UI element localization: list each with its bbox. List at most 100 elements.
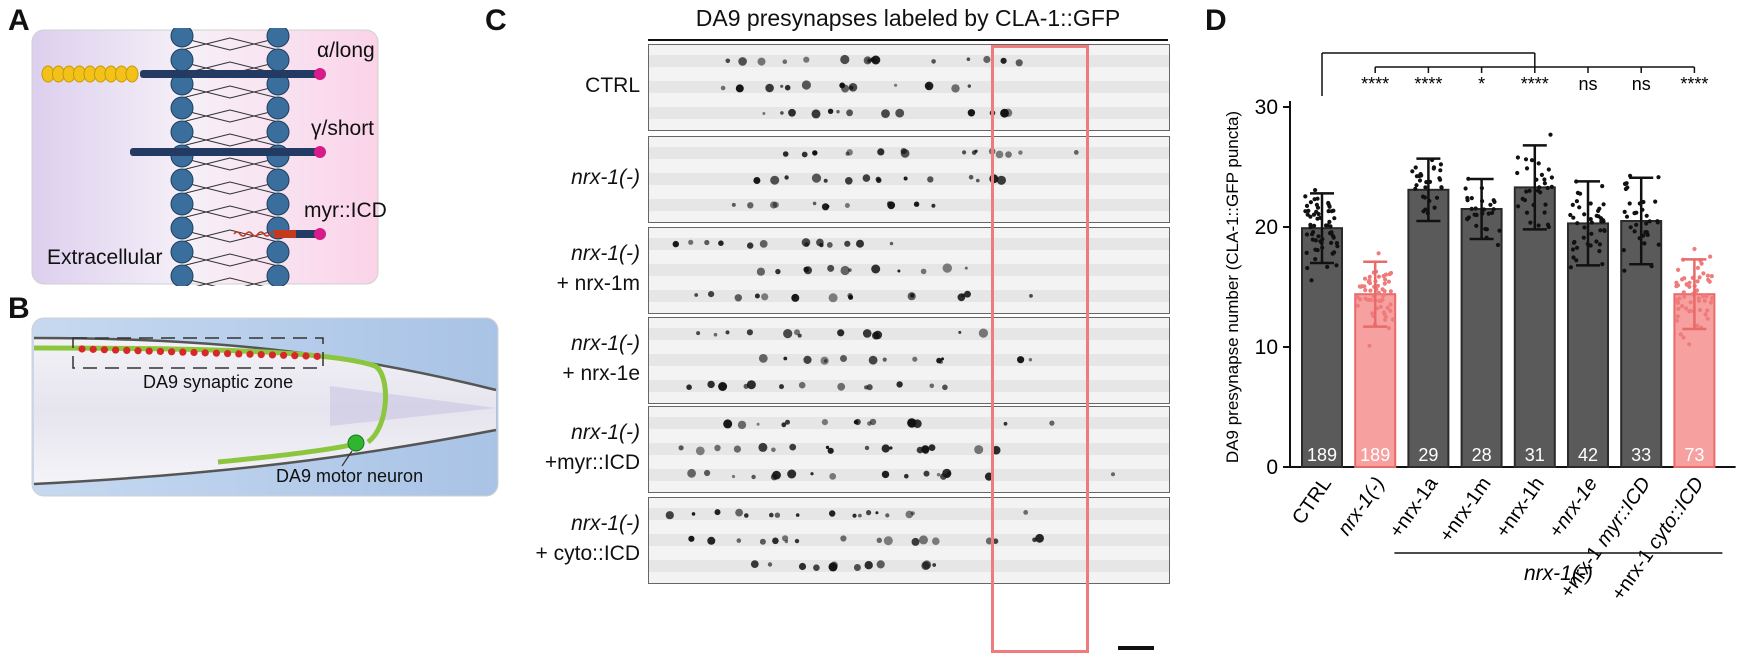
punctum [845,177,853,185]
punctum [804,266,812,275]
data-point [1355,303,1360,308]
punctum [853,564,861,571]
data-point [1710,296,1715,301]
punctum [889,446,893,450]
data-point [1375,283,1380,288]
data-point [1486,211,1491,216]
puncta-image [649,417,1169,481]
punctum [828,293,838,303]
data-point [1656,242,1661,247]
punctum [718,240,724,246]
punctum [866,384,873,391]
punctum [823,178,828,183]
punctum [894,83,898,87]
row-label: nrx-1(-) +myr::ICD [490,418,640,478]
data-point [1549,175,1554,180]
data-point [1423,207,1428,212]
punctum [816,238,824,247]
punctum [780,84,784,88]
data-point [1310,232,1315,237]
punctum [1000,57,1007,64]
data-point [1386,279,1391,284]
punctum [757,57,766,66]
data-point [1431,165,1437,170]
row-label: nrx-1(-) + cyto::ICD [490,509,640,569]
punctum [939,359,944,364]
data-point [1363,288,1368,293]
data-point [1481,207,1486,212]
punctum [929,383,935,389]
data-point [1492,199,1497,204]
data-point [1628,225,1633,230]
panel-c-letter: C [485,4,507,37]
row-label-line2: + nrx-1m [556,272,640,295]
punctum [731,202,736,207]
punctum [974,445,984,455]
punctum [921,561,930,570]
punctum [686,384,692,390]
punctum [811,173,822,183]
punctum [942,263,952,273]
punctum [925,83,931,89]
punctum [951,84,960,93]
group-label: nrx-1(-) [1524,562,1593,585]
panel-c-title: DA9 presynapses labeled by CLA-1::GFP [695,5,1121,31]
data-point [1602,228,1607,233]
punctum [881,444,890,453]
data-point [1570,202,1575,207]
punctum [678,445,684,451]
punctum [820,356,829,365]
data-point [1528,220,1533,225]
punctum [849,85,854,90]
punctum [1029,294,1033,298]
data-point [1675,300,1681,305]
punctum [713,332,718,337]
punctum [759,240,768,248]
punctum [852,513,857,518]
row-label: nrx-1(-) [490,163,640,193]
punctum [912,356,918,362]
punctum [784,84,791,91]
data-point [1327,219,1332,224]
punctum [688,535,695,542]
punctum [960,293,965,298]
data-point [1689,308,1694,314]
punctum [770,473,778,481]
row-label-line2: + cyto::ICD [535,542,640,565]
data-point [1495,242,1501,248]
data-point [1420,194,1426,199]
punctum [841,84,850,93]
row-label-line1: nrx-1(-) [571,421,640,444]
punctum [735,508,743,517]
punctum [885,513,890,518]
punctum [780,111,784,115]
punctum [964,290,971,298]
data-point [1327,231,1333,236]
data-point [1515,155,1520,160]
data-point [1696,296,1701,301]
data-point [1367,274,1372,279]
data-point [1383,272,1389,277]
data-point [1472,212,1477,217]
data-point [1582,225,1587,230]
data-point [1598,228,1603,233]
data-point [1413,186,1418,191]
punctum [803,355,812,364]
punctum [881,470,890,479]
highlight-box [991,45,1089,653]
data-point [1414,183,1419,188]
data-point [1578,191,1583,196]
punctum [862,329,872,338]
gamma-neurexin [130,146,326,158]
n-label: 189 [1360,445,1390,465]
data-point [1680,304,1685,309]
punctum [714,509,721,516]
punctum [753,177,761,184]
data-point [1684,306,1689,311]
data-point [1543,202,1548,207]
punctum [826,204,830,208]
micrograph-strip [648,136,1170,223]
data-point [1465,217,1470,222]
punctum [672,240,679,248]
punctum [688,239,694,245]
